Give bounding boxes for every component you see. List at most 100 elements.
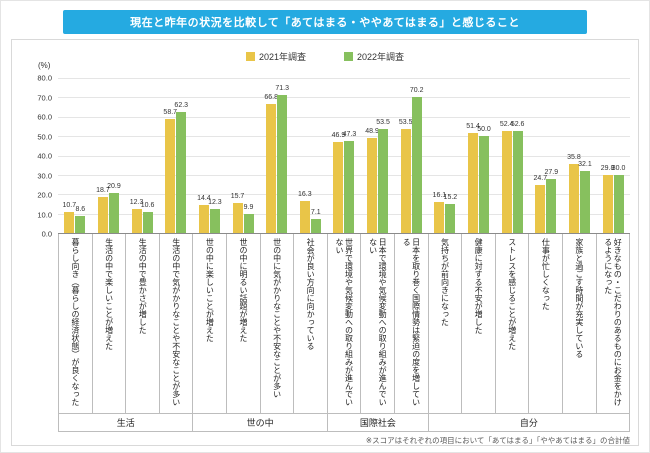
category-label-cell: ストレスを感じることが増えた (496, 234, 530, 413)
legend-swatch-2021 (245, 52, 255, 61)
legend-swatch-2022 (344, 52, 353, 61)
category-label-cell: 生活の中で気がかりなことや不安なことが多い (160, 234, 194, 413)
bar-group: 16.1 15.2 (428, 78, 462, 233)
bar-2022: 50.0 (477, 126, 491, 233)
legend-label: 2021年調査 (258, 52, 306, 62)
bar-2022: 12.3 (208, 199, 222, 233)
category-label-cell: 気持ちが前向きになった (429, 234, 463, 413)
legend-row: (%) 2021年調査 2022年調査 (12, 44, 638, 70)
category-label-cell: 社会が良い方向に向かっている (294, 234, 328, 413)
category-label-cell: 暮らし向き（暮らしの経済状態）が良くなった (59, 234, 93, 413)
bar-value-label: 9.9 (243, 203, 254, 211)
bar-2021: 48.9 (365, 128, 379, 233)
bar-group: 48.9 53.5 (361, 78, 395, 233)
bar-group: 51.4 50.0 (462, 78, 496, 233)
y-tick-label: 80.0 (37, 73, 52, 83)
bar-2021: 24.7 (533, 175, 547, 233)
bar-2022: 8.6 (75, 206, 86, 233)
category-label: 健康に対する不安が増した (474, 238, 484, 334)
chart-frame: (%) 2021年調査 2022年調査 80.0 70.0 60.0 50.0 40.0 3… (11, 39, 639, 446)
bar-2021: 51.4 (466, 123, 480, 233)
bar-2021: 29.8 (601, 165, 614, 233)
bar-2022: 62.3 (174, 102, 188, 233)
category-label-cell: 世の中に楽しいことが増えた (193, 234, 227, 413)
bar-2022: 27.9 (544, 169, 558, 233)
bar-value-label: 52.6 (510, 121, 525, 129)
bar-2021: 58.7 (163, 109, 177, 233)
category-label-cell: 世界で環境や気候変動への取り組みが進んでいない (328, 234, 362, 413)
category-label: 世の中に楽しいことが増えた (205, 238, 215, 342)
y-tick-label: 70.0 (37, 93, 52, 102)
category-label-cell: 世の中に気がかりなことや不安なことが多い (261, 234, 295, 413)
category-group-label: 生活 (59, 414, 194, 431)
legend: 2021年調査 2022年調査 (12, 44, 638, 63)
bar-value-label: 8.6 (75, 206, 86, 214)
bar-groups: 10.7 8.6 18.7 20.9 12.3 10.6 58.7 62.3 14.4 12.3 1… (58, 78, 630, 233)
bar-group: 58.7 62.3 (159, 78, 193, 233)
category-label: ストレスを感じることが増えた (507, 238, 517, 350)
page-title: 現在と昨年の状況を比較して「あてはまる・ややあてはまる」と感じること (63, 10, 587, 34)
legend-item: 2022年調査 (344, 50, 404, 63)
bar-group: 10.7 8.6 (58, 78, 92, 233)
bar-value-label: 53.5 (398, 119, 413, 127)
y-tick-label: 0.0 (41, 229, 52, 239)
bar-value-label: 46.9 (331, 132, 346, 140)
bar-value-label: 29.8 (600, 165, 615, 173)
category-label: 暮らし向き（暮らしの経済状態）が良くなった (71, 238, 81, 406)
plot-row: 80.0 70.0 60.0 50.0 40.0 30.0 20.0 10.0 0.0 10.7… (12, 74, 638, 239)
bar-value-label: 12.3 (129, 199, 144, 207)
category-group-label: 自分 (429, 414, 630, 431)
bar-2022: 32.1 (578, 161, 592, 233)
category-label: 生活の中で楽しいことが増えた (104, 238, 114, 350)
category-label: 世の中に明るい話題が増えた (238, 238, 248, 342)
bar-2021: 53.5 (399, 119, 413, 233)
bar-2022: 7.1 (310, 209, 321, 233)
bar-value-label: 66.8 (264, 93, 278, 101)
category-label-cell: 日本を取り巻く国際情勢は緊迫の度を増している (395, 234, 429, 413)
bar-value-label: 7.1 (310, 209, 321, 217)
y-tick-label: 40.0 (37, 151, 52, 161)
gridline (58, 136, 630, 138)
bar-2021: 46.9 (332, 132, 345, 233)
bar-value-label: 32.1 (578, 160, 592, 168)
bar-group: 66.8 71.3 (260, 78, 294, 233)
bar-2022: 30.0 (612, 165, 625, 233)
bar-value-label: 18.7 (96, 186, 110, 194)
category-label: 生活の中で気がかりなことや不安なことが多い (171, 238, 181, 406)
gridline (58, 155, 630, 157)
category-label-cell: 好きなもの・こだわりのあるものにお金をかけるようになった (597, 234, 631, 413)
bar-2022: 71.3 (275, 85, 289, 233)
bar-2021: 16.3 (298, 191, 312, 233)
bar-2022: 53.5 (376, 119, 390, 233)
bar-2022: 10.6 (141, 202, 154, 233)
footnote: ※スコアはそれぞれの項目において「あてはまる」「ややあてはまる」の合計値 (365, 436, 630, 445)
bar-2021: 10.7 (63, 202, 76, 233)
bar-2022: 15.2 (444, 194, 457, 233)
bar-value-label: 48.9 (365, 128, 379, 136)
category-label: 社会が良い方向に向かっている (306, 238, 316, 350)
legend-label: 2022年調査 (357, 52, 405, 62)
bar-value-label: 12.3 (208, 199, 222, 207)
bar-value-label: 20.9 (107, 182, 121, 190)
bar-value-label: 10.6 (140, 202, 155, 210)
bar-2021: 52.4 (500, 121, 513, 233)
bar-value-label: 15.2 (443, 193, 458, 201)
bar-2021: 66.8 (264, 94, 278, 233)
bar-2021: 14.4 (197, 195, 211, 233)
y-tick-label: 20.0 (37, 190, 52, 200)
bar-group: 18.7 20.9 (92, 78, 126, 233)
bar-group: 46.9 47.3 (327, 78, 361, 233)
bar-2021: 16.1 (433, 192, 446, 233)
bar-group: 53.5 70.2 (394, 78, 428, 233)
bar-value-label: 35.8 (567, 153, 581, 161)
category-label-cell: 家族と過ごす時間が充実している (563, 234, 597, 413)
bar-2022: 47.3 (343, 131, 356, 233)
category-label: 家族と過ごす時間が充実している (574, 238, 584, 358)
bar-value-label: 50.0 (477, 126, 491, 134)
bar-group: 24.7 27.9 (529, 78, 563, 233)
category-group-label: 世の中 (193, 414, 328, 431)
gridline (58, 194, 630, 196)
bar-value-label: 70.2 (409, 87, 424, 94)
bar-2022: 9.9 (243, 204, 254, 233)
